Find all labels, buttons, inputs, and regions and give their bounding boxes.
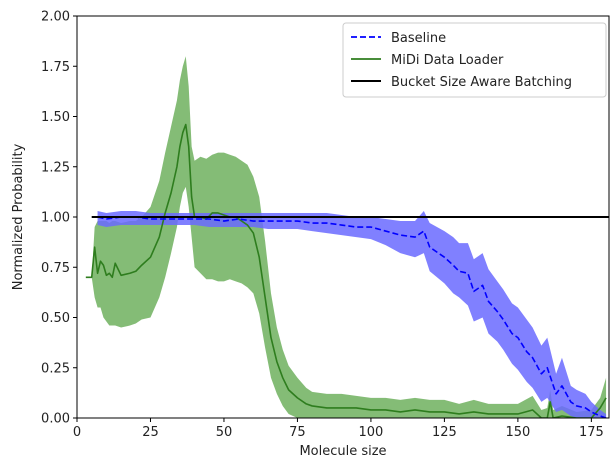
legend-label: MiDi Data Loader (391, 53, 504, 68)
x-tick-label: 75 (289, 425, 306, 440)
x-axis-label: Molecule size (299, 444, 386, 459)
line-midi-data-loader (85, 123, 607, 418)
x-tick-label: 25 (142, 425, 159, 440)
y-tick-label: 0.50 (41, 311, 70, 326)
x-tick-label: 0 (73, 425, 81, 440)
x-tick-label: 150 (505, 425, 530, 440)
legend-label: Bucket Size Aware Batching (391, 75, 572, 90)
y-tick-label: 1.00 (41, 211, 70, 226)
y-tick-label: 0.25 (41, 361, 70, 376)
y-tick-label: 0.75 (41, 261, 70, 276)
x-axis-ticks: 0 25 50 75 100 125 150 175 (73, 418, 604, 440)
y-axis-ticks: 0.00 0.25 0.50 0.75 1.00 1.25 1.50 1.75 2.00 (41, 10, 77, 427)
x-tick-label: 175 (579, 425, 604, 440)
legend-label: Baseline (391, 31, 446, 46)
x-tick-label: 100 (359, 425, 384, 440)
y-tick-label: 1.25 (41, 160, 70, 175)
y-tick-label: 0.00 (41, 412, 70, 427)
series-lines (85, 123, 609, 418)
x-tick-label: 125 (432, 425, 457, 440)
x-tick-label: 50 (216, 425, 233, 440)
legend: Baseline MiDi Data Loader Bucket Size Awar… (342, 22, 607, 98)
confidence-bands (85, 56, 607, 418)
line-baseline (97, 216, 607, 418)
legend-box (342, 22, 607, 98)
band-baseline (97, 210, 607, 418)
y-tick-label: 1.75 (41, 60, 70, 75)
y-tick-label: 2.00 (41, 10, 70, 25)
y-tick-label: 1.50 (41, 110, 70, 125)
y-axis-label: Normalized Probability (11, 143, 26, 290)
